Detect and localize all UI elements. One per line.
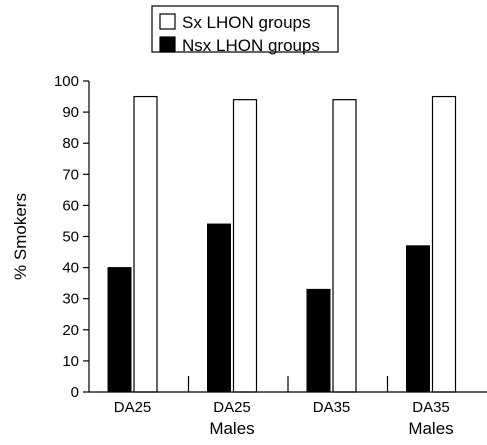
y-tick-label: 90 xyxy=(62,104,79,121)
legend-label: Nsx LHON groups xyxy=(182,36,320,55)
x-tick-label: DA35 xyxy=(412,399,450,416)
bar-nsx xyxy=(406,245,430,393)
y-axis: 0 10 20 30 40 50 60 70 80 90 100 % Smokers xyxy=(11,73,90,401)
y-tick-label: 50 xyxy=(62,229,79,246)
legend-swatch xyxy=(159,13,176,30)
y-axis-label: % Smokers xyxy=(11,193,30,280)
x-tick-label: DA25 xyxy=(114,399,152,416)
bar-sx xyxy=(133,95,158,393)
y-tick-label: 80 xyxy=(62,135,79,152)
y-tick-label: 60 xyxy=(62,197,79,214)
bar-sx xyxy=(431,95,457,393)
legend: Sx LHON groups Nsx LHON groups xyxy=(151,5,339,55)
x-tick-label: DA25 xyxy=(213,399,251,416)
y-tick-label: 10 xyxy=(62,353,79,370)
bars xyxy=(107,95,457,393)
y-tick-label: 0 xyxy=(71,384,79,401)
legend-label: Sx LHON groups xyxy=(182,13,311,32)
y-tick-label: 70 xyxy=(62,166,79,183)
bar-nsx xyxy=(107,267,132,393)
bar-nsx xyxy=(306,288,331,393)
y-tick-label: 40 xyxy=(62,260,79,277)
bar-sx xyxy=(232,99,258,393)
bar-sx xyxy=(332,99,357,393)
y-tick-label: 30 xyxy=(62,291,79,308)
y-tick-label: 100 xyxy=(54,73,79,90)
x-tick-sublabel: Males xyxy=(408,419,453,438)
bar-nsx xyxy=(207,223,231,393)
x-tick-label: DA35 xyxy=(313,399,351,416)
legend-swatch xyxy=(159,36,176,53)
y-tick-label: 20 xyxy=(62,322,79,339)
x-axis: DA25 DA25 Males DA35 DA35 Males xyxy=(89,376,487,438)
legend-box xyxy=(151,5,339,53)
x-tick-sublabel: Males xyxy=(209,419,254,438)
